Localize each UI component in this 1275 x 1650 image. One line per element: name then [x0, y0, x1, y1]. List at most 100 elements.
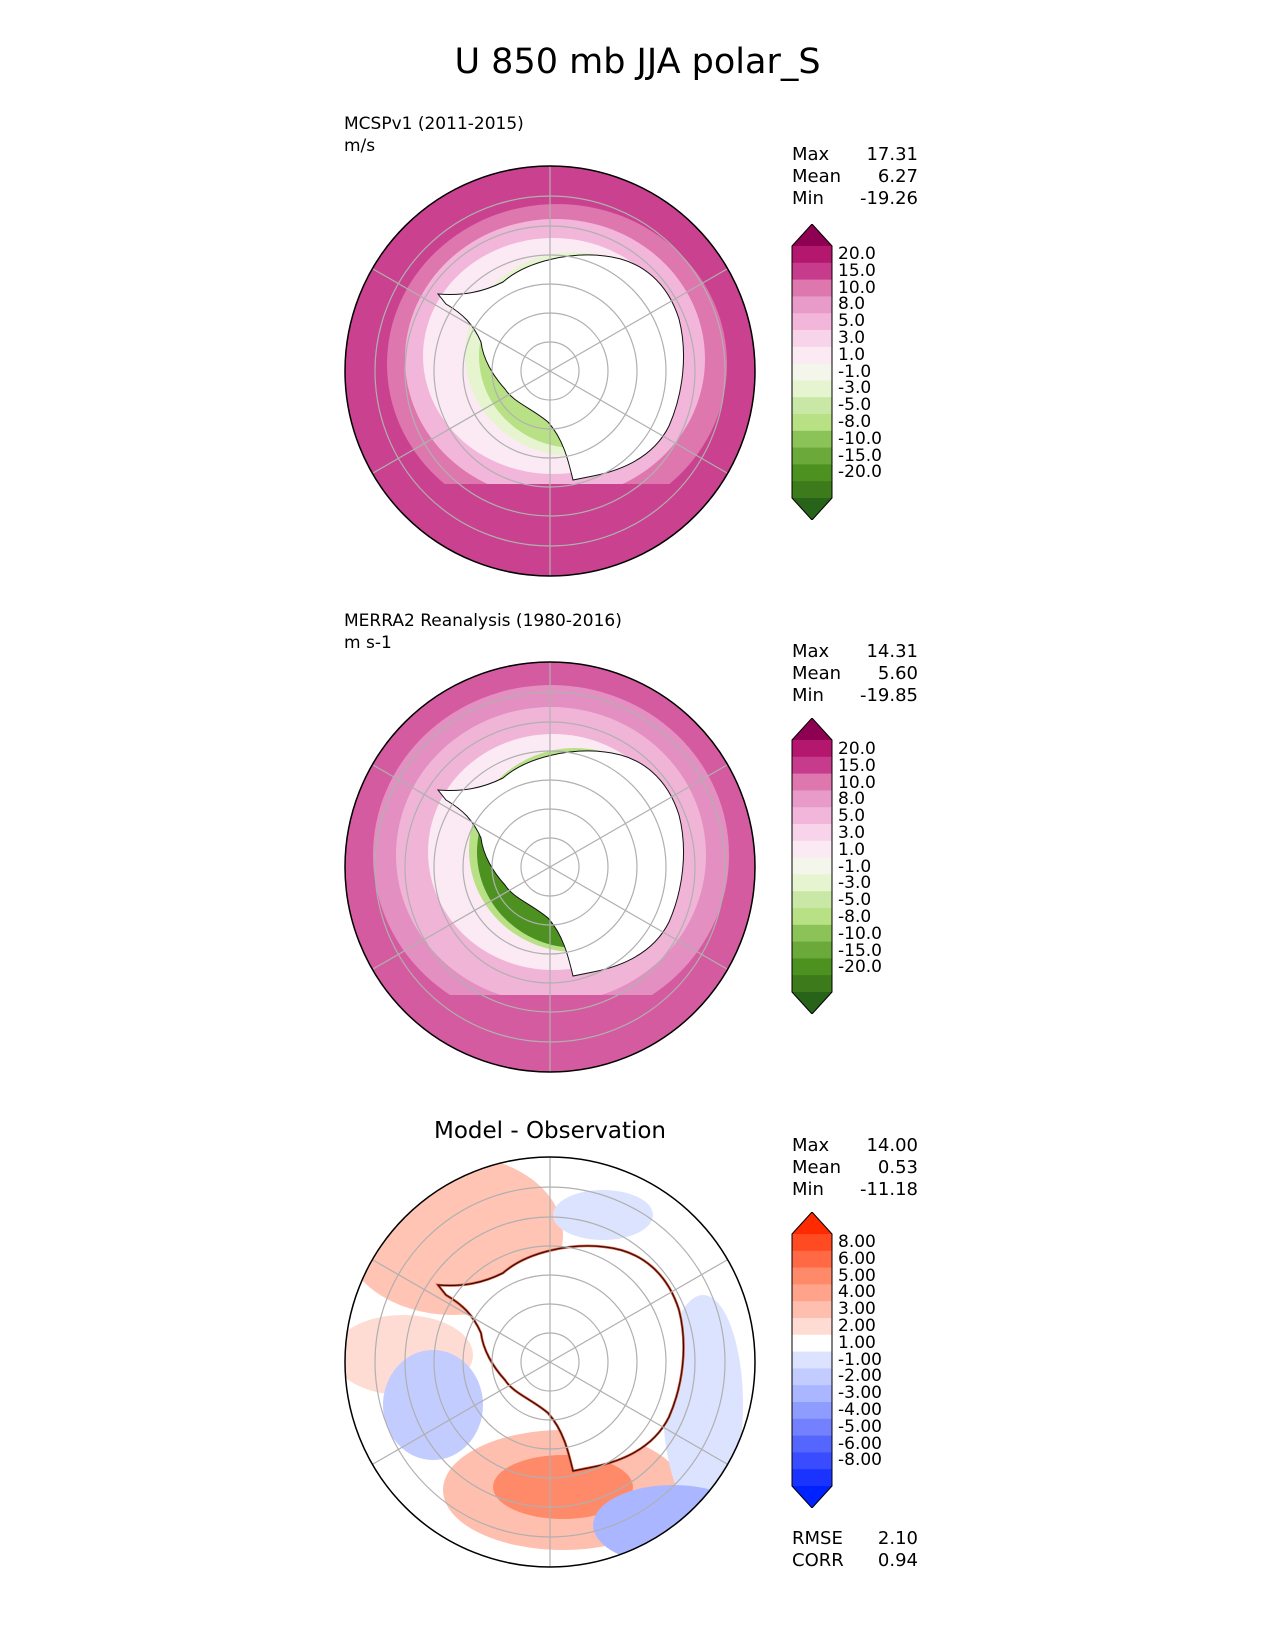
- panel-1-colorbar-segment: [792, 447, 832, 465]
- panel-2-colorbar-tick-label: 5.0: [838, 806, 866, 827]
- panel-2-colorbar-tick-label: 1.0: [838, 839, 866, 860]
- panel-1-colorbar-tick-label: 15.0: [838, 260, 876, 281]
- panel-3-colorbar-segment: [792, 1452, 832, 1470]
- panel-1-colorbar-tick-label: 5.0: [838, 311, 866, 332]
- panel-2-colorbar-tick-label: 3.0: [838, 822, 866, 843]
- panel-2-colorbar-segment: [792, 740, 832, 758]
- panel-3-colorbar-tick-label: -6.00: [838, 1433, 882, 1454]
- panel-1-colorbar-segment: [792, 430, 832, 449]
- panel-3-colorbar-segment: [792, 1234, 832, 1252]
- panel-1-colorbar-segment: [792, 481, 832, 499]
- panel-3-colorbar-segment: [792, 1334, 832, 1353]
- panel-2-colorbar-extend-max: [792, 718, 832, 740]
- panel-3-colorbar-tick-label: 1.00: [838, 1332, 876, 1353]
- panel-1-colorbar-tick-label: -10.0: [838, 428, 882, 449]
- panel-1-colorbar-segment: [792, 246, 832, 264]
- panel-2-colorbar-segment: [792, 857, 832, 875]
- panel-1-colorbar-segment: [792, 464, 832, 482]
- panel-3-colorbar-segment: [792, 1250, 832, 1269]
- panel-1-colorbar-tick-label: 20.0: [838, 244, 876, 264]
- panel-3-colorbar-segment: [792, 1267, 832, 1285]
- panel-3-colorbar-tick-label: 5.00: [838, 1265, 876, 1286]
- panel-2-colorbar-tick-label: -15.0: [838, 940, 882, 961]
- panel-2-colorbar-segment: [792, 975, 832, 993]
- panel-1-colorbar-tick-label: -3.0: [838, 378, 872, 399]
- panel-3-colorbar-tick-label: -5.00: [838, 1416, 882, 1437]
- panel-2-colorbar-tick-label: 15.0: [838, 755, 876, 776]
- panel-2-map-border: [344, 661, 756, 1073]
- panel-3-colorbar-tick-label: -8.00: [838, 1450, 882, 1471]
- panel-3-colorbar-tick-label: -4.00: [838, 1399, 882, 1420]
- panel-1-colorbar-tick-label: -5.0: [838, 395, 872, 416]
- panel-3-graticule: [372, 1157, 728, 1567]
- panel-2-colorbar: [791, 718, 833, 1014]
- panel-3-polar-map: [344, 1156, 756, 1568]
- panel-3-colorbar-tick-label: -3.00: [838, 1383, 882, 1404]
- panel-1-colorbar-extend-min: [792, 498, 832, 520]
- panel-2-colorbar-tick-label: 20.0: [838, 739, 876, 759]
- panel-1-colorbar-segment: [792, 397, 832, 415]
- panel-2-colorbar-tick-label: -1.0: [838, 856, 872, 877]
- panel-1-colorbar-tick-label: -15.0: [838, 445, 882, 466]
- panel-1-polar-map: [344, 165, 756, 577]
- panel-2-colorbar-segment: [792, 908, 832, 926]
- panel-2-colorbar-segment: [792, 824, 832, 842]
- panel-3-colorbar-tick-label: 8.00: [838, 1232, 876, 1252]
- panel-2-colorbar-ticks: 20.0 15.0 10.0 8.0 5.0 3.0 1.0 -1.0 -3.0 -5.0 -8.0…: [838, 741, 888, 976]
- panel-3-title: Model - Observation: [433, 1118, 667, 1144]
- panel-2-colorbar-segment: [792, 840, 832, 859]
- panel-2-colorbar-segment: [792, 790, 832, 808]
- panel-3-colorbar-segment: [792, 1284, 832, 1302]
- panel-3-colorbar-tick-label: 2.00: [838, 1315, 876, 1336]
- panel-2-polar-map: [344, 661, 756, 1073]
- panel-3-colorbar-segment: [792, 1385, 832, 1403]
- panel-2-graticule: [372, 662, 728, 1072]
- panel-2-colorbar-tick-label: -5.0: [838, 890, 872, 911]
- panel-3-colorbar-segment: [792, 1469, 832, 1487]
- panel-1-colorbar-segment: [792, 346, 832, 365]
- panel-3-colorbar-segment: [792, 1318, 832, 1336]
- panel-3-stats: Max 14.00 Mean 0.53 Min -11.18: [792, 1135, 918, 1200]
- panel-3-colorbar-segment: [792, 1301, 832, 1319]
- panel-2-colorbar-tick-label: -8.0: [838, 906, 872, 927]
- panel-3-colorbar-tick-label: -2.00: [838, 1366, 882, 1387]
- panel-2-colorbar-segment: [792, 773, 832, 791]
- panel-3-colorbar-tick-label: 3.00: [838, 1299, 876, 1320]
- panel-1-colorbar-tick-label: 1.0: [838, 344, 866, 365]
- panel-2-colorbar-segment: [792, 924, 832, 943]
- panel-1-map-border: [344, 165, 756, 577]
- panel-1-colorbar-tick-label: 8.0: [838, 294, 866, 315]
- panel-1-colorbar-tick-label: 10.0: [838, 277, 876, 298]
- panel-3-colorbar-segment: [792, 1368, 832, 1386]
- panel-1-colorbar-tick-label: -1.0: [838, 361, 872, 382]
- panel-3-colorbar-segment: [792, 1435, 832, 1453]
- panel-2-title: MERRA2 Reanalysis (1980-2016) m s-1: [344, 611, 622, 653]
- panel-2-colorbar-segment: [792, 941, 832, 959]
- panel-1-colorbar-segment: [792, 313, 832, 331]
- panel-2-colorbar-tick-label: -3.0: [838, 873, 872, 894]
- panel-2-colorbar-segment: [792, 807, 832, 825]
- panel-1-colorbar-segment: [792, 262, 832, 281]
- panel-3-colorbar-extend-min: [792, 1486, 832, 1508]
- panel-1-colorbar-segment: [792, 380, 832, 398]
- panel-1-colorbar-extend-max: [792, 224, 832, 246]
- panel-2-colorbar-segment: [792, 891, 832, 909]
- panel-3-colorbar: [791, 1212, 833, 1508]
- panel-3-colorbar-tick-label: -1.00: [838, 1349, 882, 1370]
- panel-1-antarctica-coastline: [436, 254, 685, 481]
- panel-1-colorbar-segment: [792, 363, 832, 381]
- panel-2-colorbar-tick-label: 8.0: [838, 789, 866, 810]
- panel-3-colorbar-ticks: 8.00 6.00 5.00 4.00 3.00 2.00 1.00 -1.00 -2.00 -3…: [838, 1234, 888, 1469]
- panel-1-title: MCSPv1 (2011-2015) m/s: [344, 114, 524, 156]
- panel-2-colorbar-segment: [792, 958, 832, 976]
- panel-3-colorbar-segment: [792, 1418, 832, 1437]
- panel-3-colorbar-tick-label: 6.00: [838, 1248, 876, 1269]
- panel-1-colorbar-tick-label: -8.0: [838, 411, 872, 432]
- panel-1-colorbar: [791, 224, 833, 520]
- panel-1-colorbar-tick-label: 3.0: [838, 327, 866, 348]
- panel-1-colorbar-segment: [792, 414, 832, 432]
- figure-title: U 850 mb JJA polar_S: [454, 42, 821, 82]
- panel-2-stats: Max 14.31 Mean 5.60 Min -19.85: [792, 641, 918, 706]
- panel-3-map-border: [344, 1156, 756, 1568]
- panel-1-colorbar-segment: [792, 330, 832, 348]
